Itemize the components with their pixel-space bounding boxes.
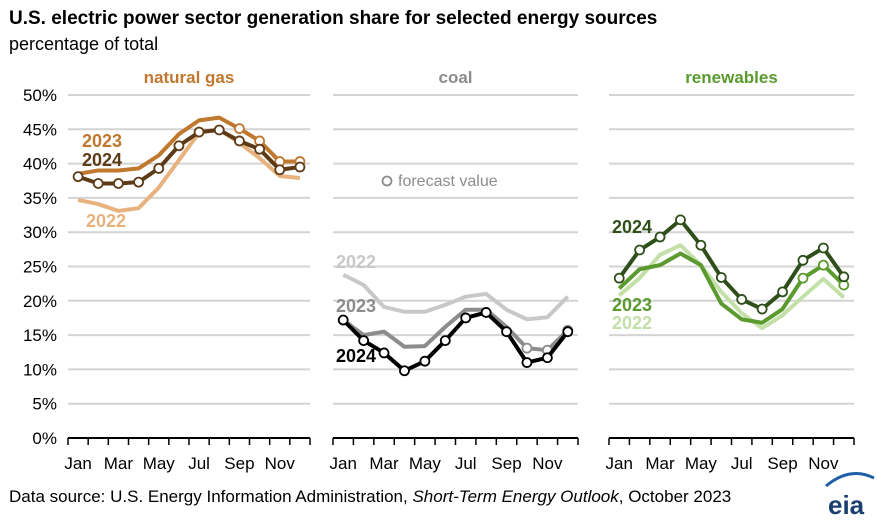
forecast-point-2024 [399,365,410,377]
forecast-point-2024 [613,272,625,284]
forecast-point-2024 [173,140,185,152]
y-tick-label: 0% [32,429,57,448]
series-label-2024: 2024 [336,346,376,366]
series-label-2022: 2022 [612,313,652,333]
forecast-point-2024 [419,355,431,367]
forecast-point-2024 [777,286,788,298]
forecast-legend-marker [381,175,393,187]
forecast-point-2024 [133,176,144,188]
series-label-2023: 2023 [82,131,122,151]
series-label-2023: 2023 [612,295,652,315]
forecast-point-2024 [460,312,472,324]
x-tick-label: May [409,454,442,473]
forecast-legend-label: forecast value [398,173,498,190]
x-tick-label: Jan [605,454,632,473]
x-tick-label: Nov [532,454,563,473]
panel-title: coal [438,68,472,87]
x-tick-label: Sep [767,454,797,473]
forecast-point-2024 [501,326,512,338]
x-tick-label: Mar [369,454,399,473]
y-tick-label: 30% [23,223,57,242]
forecast-point-2024 [654,231,666,243]
x-tick-label: May [143,454,176,473]
forecast-point-2023 [234,123,245,135]
forecast-point-2024 [274,164,286,176]
series-label-2022: 2022 [86,211,126,231]
forecast-point-2024 [521,357,533,368]
forecast-point-2024 [675,214,686,226]
series-label-2022: 2022 [336,252,376,272]
x-tick-label: Sep [224,454,254,473]
forecast-point-2024 [213,124,225,136]
x-tick-label: Jan [329,454,356,473]
x-tick-label: Sep [491,454,521,473]
x-tick-label: Jul [188,454,210,473]
source-prefix: Data source: U.S. Energy Information Adm… [9,487,413,506]
forecast-point-2024 [193,126,205,138]
eia-logo-arc [825,472,875,488]
forecast-point-2024 [634,244,646,256]
series-line-2024 [341,310,570,373]
chart-title: U.S. electric power sector generation sh… [9,8,658,29]
x-tick-label: Nov [808,454,839,473]
forecast-point-2023 [797,272,809,284]
series-label-2024: 2024 [612,217,652,237]
x-tick-label: Mar [104,454,134,473]
series-line-2022 [342,272,570,322]
forecast-point-2024 [378,347,390,359]
panel-title: natural gas [144,68,235,87]
y-tick-label: 20% [23,292,57,311]
source-date: , October 2023 [618,487,732,506]
forecast-point-2024 [480,307,492,318]
forecast-point-2024 [562,326,574,338]
y-tick-label: 15% [23,326,57,345]
forecast-point-2024 [113,178,124,189]
y-tick-label: 10% [23,360,57,379]
eia-logo: eia [828,490,865,520]
forecast-point-2024 [817,242,829,254]
forecast-point-2024 [715,272,727,283]
forecast-point-2024 [797,254,809,266]
panel-title: renewables [685,68,778,87]
forecast-point-2024 [439,335,451,346]
forecast-point-2024 [358,335,370,346]
series-line-2022 [77,127,301,213]
forecast-point-2023 [817,259,829,271]
chart-subtitle: percentage of total [9,34,159,54]
forecast-point-2024 [337,314,349,326]
y-tick-label: 50% [23,86,57,105]
x-tick-label: May [685,454,718,473]
x-tick-label: Jul [731,454,753,473]
forecast-point-2024 [254,143,265,155]
forecast-point-2024 [695,239,707,251]
series-label-2024: 2024 [82,150,122,170]
forecast-point-2024 [234,135,245,147]
y-tick-label: 45% [23,120,57,139]
series-label-2023: 2023 [336,296,376,316]
forecast-point-2024 [92,178,104,189]
forecast-point-2024 [756,303,768,315]
series-line-2022 [617,243,846,331]
y-tick-label: 40% [23,155,57,174]
data-source: Data source: U.S. Energy Information Adm… [9,487,731,507]
y-tick-label: 35% [23,189,57,208]
forecast-point-2024 [72,171,84,183]
source-publication: Short-Term Energy Outlook [412,487,619,506]
y-tick-label: 5% [32,395,57,414]
forecast-point-2024 [736,294,748,305]
x-tick-label: Jul [455,454,477,473]
x-tick-label: Jan [64,454,91,473]
forecast-point-2024 [541,352,553,364]
x-tick-label: Nov [265,454,296,473]
forecast-point-2024 [294,161,306,173]
forecast-point-2024 [153,163,165,174]
forecast-point-2024 [838,271,850,283]
forecast-point-2023 [521,342,533,354]
y-tick-label: 25% [23,258,57,277]
x-tick-label: Mar [645,454,675,473]
